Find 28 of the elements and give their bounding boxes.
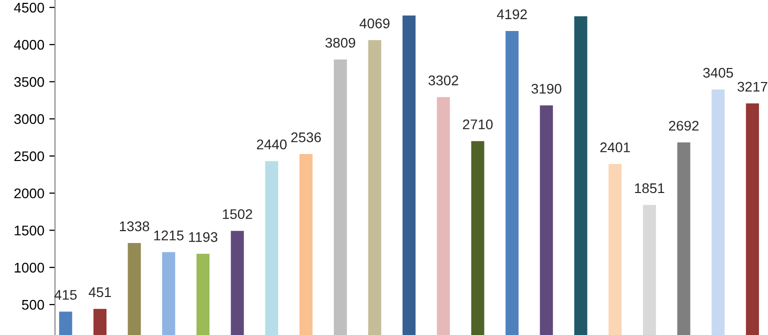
data-label: 4069 — [360, 18, 390, 28]
y-tick-label: 2500 — [14, 151, 44, 162]
data-label: 3302 — [428, 76, 458, 86]
y-tick-label: 3000 — [14, 114, 44, 124]
data-label: 415 — [54, 290, 77, 300]
data-label: 3190 — [531, 84, 562, 94]
data-label: 451 — [88, 287, 111, 298]
data-label: 1193 — [189, 232, 218, 242]
y-tick-label: 4500 — [14, 2, 44, 13]
y-tick-label: 1500 — [14, 226, 44, 236]
y-tick-label: 500 — [22, 300, 44, 310]
data-label: 4192 — [496, 9, 527, 20]
y-tick-label: 1000 — [14, 262, 44, 273]
data-label: 3217 — [738, 82, 768, 92]
data-label: 1215 — [154, 230, 184, 240]
data-label: 2692 — [669, 120, 699, 131]
data-label: 3405 — [703, 68, 733, 78]
y-tick-label: 2000 — [14, 188, 44, 198]
data-label: 2536 — [291, 132, 321, 142]
data-label: 1338 — [120, 221, 150, 232]
data-label: 2440 — [256, 140, 287, 150]
data-label: 1851 — [635, 183, 664, 194]
y-tick-label: 4000 — [14, 40, 44, 50]
data-label: 2401 — [600, 142, 630, 152]
y-tick-label: 3500 — [14, 77, 44, 87]
data-label: 1502 — [222, 209, 252, 220]
data-label: 2710 — [462, 119, 493, 130]
data-label: 3809 — [325, 38, 356, 48]
